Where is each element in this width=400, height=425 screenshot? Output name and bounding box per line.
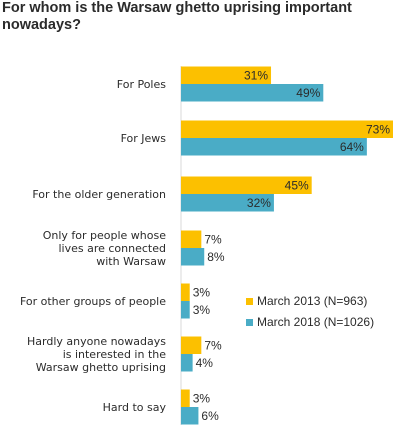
- data-label: 64%: [340, 140, 364, 154]
- data-label: 6%: [201, 409, 219, 423]
- data-label: 8%: [207, 250, 225, 264]
- data-label: 73%: [366, 122, 390, 136]
- category-label: Hard to say: [103, 401, 167, 414]
- chart-title: For whom is the Warsaw ghetto uprising i…: [2, 0, 352, 33]
- bar-2018: [181, 84, 324, 102]
- data-label: 49%: [296, 86, 320, 100]
- legend-swatch: [246, 298, 253, 305]
- category-label: For Jews: [121, 132, 167, 145]
- bar-2018: [181, 407, 199, 425]
- bar-2013: [181, 336, 202, 354]
- bar-2018: [181, 301, 190, 319]
- category-label: For other groups of people: [20, 295, 166, 308]
- bar-2013: [181, 283, 190, 301]
- bar-2013: [181, 176, 312, 194]
- bar-2013: [181, 230, 202, 248]
- bar-2018: [181, 248, 205, 266]
- data-label: 45%: [285, 178, 309, 192]
- bar-2018: [181, 138, 367, 156]
- category-label: For the older generation: [32, 188, 166, 201]
- category-label: For Poles: [117, 78, 166, 91]
- data-label: 7%: [204, 338, 222, 352]
- data-label: 3%: [193, 285, 211, 299]
- data-label: 4%: [196, 356, 214, 370]
- bar-2013: [181, 120, 393, 138]
- data-label: 7%: [204, 232, 222, 246]
- bar-2018: [181, 194, 274, 212]
- bar-2013: [181, 389, 190, 407]
- category-label: Hardly anyone nowadays is interested in t…: [27, 335, 166, 374]
- data-label: 31%: [244, 68, 268, 82]
- data-label: 3%: [193, 391, 211, 405]
- data-label: 3%: [193, 303, 211, 317]
- legend-label: March 2013 (N=963): [257, 294, 367, 308]
- bar-2013: [181, 66, 272, 84]
- category-label: Only for people whose lives are connected…: [43, 229, 167, 268]
- bar-2018: [181, 354, 193, 372]
- data-label: 32%: [247, 196, 271, 210]
- legend-swatch: [246, 319, 253, 326]
- legend-label: March 2018 (N=1026): [257, 315, 374, 329]
